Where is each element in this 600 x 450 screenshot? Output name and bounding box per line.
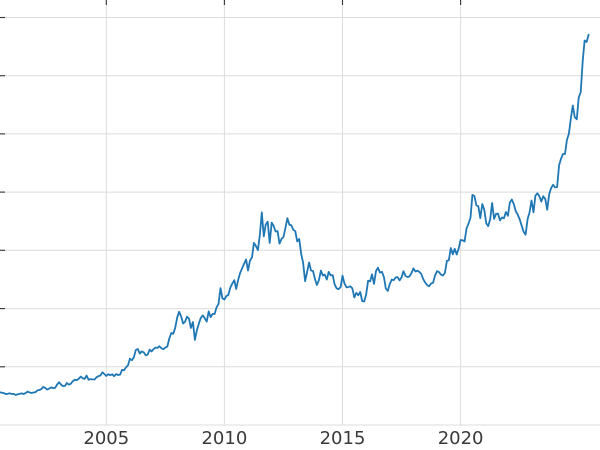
price-series-line	[0, 33, 590, 396]
x-tick-label: 2020	[438, 428, 484, 449]
x-tick-label: 2010	[201, 428, 247, 449]
x-tick-label: 2015	[320, 428, 366, 449]
x-tick-label: 2005	[83, 428, 129, 449]
